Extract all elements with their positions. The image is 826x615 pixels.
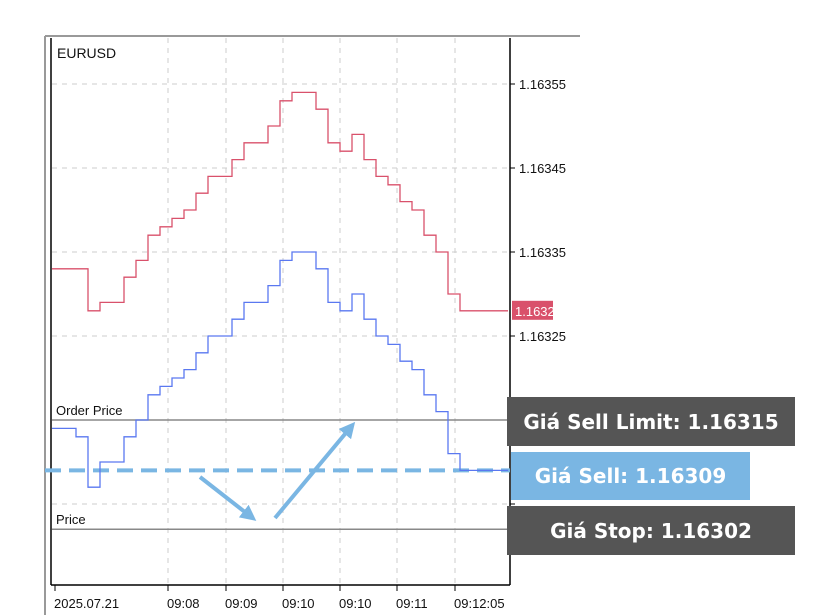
current-ask-tag-label: 1.16328 — [515, 304, 562, 319]
time-tick-label: 2025.07.21 — [54, 596, 119, 611]
time-tick-label: 09:08 — [167, 596, 200, 611]
price-tick-label: 1.16335 — [519, 245, 566, 260]
time-tick-label: 09:10 — [282, 596, 315, 611]
time-tick-label: 09:11 — [396, 596, 428, 611]
price-label: Price — [56, 512, 86, 527]
price-tick-label: 1.16345 — [519, 161, 566, 176]
sell-limit-label: Giá Sell Limit: 1.16315 — [507, 397, 795, 446]
stop-price-label: Giá Stop: 1.16302 — [507, 506, 795, 555]
time-tick-label: 09:09 — [225, 596, 258, 611]
time-tick-label: 09:10 — [339, 596, 372, 611]
down-arrow-icon — [198, 475, 257, 521]
time-tick-label: 09:12:05 — [454, 596, 505, 611]
order-price-label: Order Price — [56, 403, 122, 418]
bid-price-line — [52, 251, 508, 488]
symbol-label: EURUSD — [57, 45, 116, 61]
up-arrow-icon — [273, 421, 356, 520]
price-tick-label: 1.16325 — [519, 329, 566, 344]
current-ask-tag — [512, 300, 553, 320]
sell-price-label: Giá Sell: 1.16309 — [511, 452, 750, 500]
price-tick-label: 1.16355 — [519, 77, 566, 92]
ask-price-line — [52, 91, 508, 312]
